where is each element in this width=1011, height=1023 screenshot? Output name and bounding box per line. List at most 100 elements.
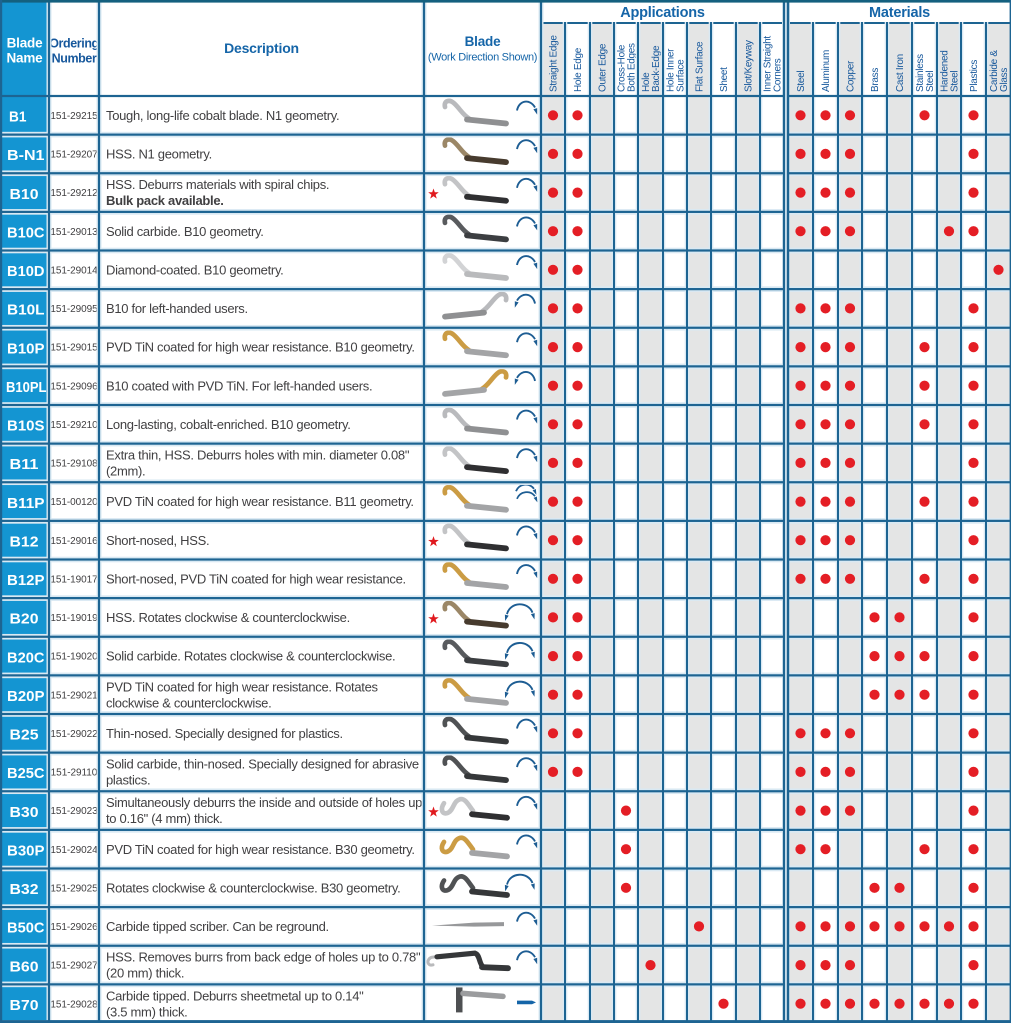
svg-text:Stainless: Stainless <box>915 54 926 92</box>
svg-text:B10P: B10P <box>7 340 45 357</box>
svg-text:Copper: Copper <box>846 60 857 92</box>
svg-text:B11P: B11P <box>7 495 45 512</box>
svg-text:B1: B1 <box>9 109 27 126</box>
svg-text:B10L: B10L <box>7 302 45 319</box>
svg-text:Cast Iron: Cast Iron <box>895 54 906 92</box>
svg-text:Both Edges: Both Edges <box>627 43 638 92</box>
svg-text:151-29207: 151-29207 <box>50 150 98 161</box>
svg-text:Steel: Steel <box>796 71 807 92</box>
svg-text:Glass: Glass <box>999 68 1010 92</box>
svg-text:B70: B70 <box>10 997 39 1014</box>
svg-text:B10S: B10S <box>7 418 45 435</box>
svg-text:B60: B60 <box>10 958 39 975</box>
svg-text:HSS. Deburrs materials with sp: HSS. Deburrs materials with spiral chips… <box>106 177 329 192</box>
svg-text:Sheet: Sheet <box>719 67 730 92</box>
svg-text:B10PL: B10PL <box>6 379 47 396</box>
svg-text:B20: B20 <box>10 611 39 628</box>
svg-text:Solid carbide, thin-nosed. Spe: Solid carbide, thin-nosed. Specially des… <box>106 757 419 772</box>
svg-text:Diamond-coated. B10 geometry.: Diamond-coated. B10 geometry. <box>106 262 284 277</box>
svg-text:151-29023: 151-29023 <box>50 806 98 817</box>
svg-text:Materials: Materials <box>869 5 930 21</box>
svg-text:151-19019: 151-19019 <box>50 613 98 624</box>
svg-text:Description: Description <box>224 40 299 56</box>
svg-text:151-29212: 151-29212 <box>50 188 98 199</box>
svg-text:B-N1: B-N1 <box>7 147 45 164</box>
svg-text:151-29215: 151-29215 <box>50 111 98 122</box>
svg-text:Outer Edge: Outer Edge <box>598 43 609 92</box>
svg-text:151-29014: 151-29014 <box>50 265 98 276</box>
svg-text:(2mm).: (2mm). <box>106 464 145 479</box>
svg-text:Plastics: Plastics <box>969 60 980 92</box>
svg-text:Short-nosed, PVD TiN coated fo: Short-nosed, PVD TiN coated for high wea… <box>106 571 406 586</box>
svg-text:B50C: B50C <box>7 920 45 937</box>
svg-text:B10 coated with PVD TiN. For l: B10 coated with PVD TiN. For left-handed… <box>106 378 372 393</box>
svg-text:151-29110: 151-29110 <box>51 768 98 779</box>
svg-text:Corners: Corners <box>773 58 784 92</box>
svg-text:Hardened: Hardened <box>939 50 950 92</box>
svg-text:(Work Direction Shown): (Work Direction Shown) <box>428 52 537 64</box>
svg-text:HSS. N1 geometry.: HSS. N1 geometry. <box>106 147 212 162</box>
svg-text:Straight Edge: Straight Edge <box>549 35 560 92</box>
svg-text:151-29096: 151-29096 <box>50 381 98 392</box>
svg-text:Ordering: Ordering <box>49 37 99 51</box>
svg-text:Name: Name <box>7 51 44 66</box>
svg-text:Steel: Steel <box>925 71 936 92</box>
svg-text:Applications: Applications <box>620 5 705 21</box>
svg-text:Tough, long-life cobalt blade.: Tough, long-life cobalt blade. N1 geomet… <box>106 108 339 123</box>
svg-text:Bulk pack available.: Bulk pack available. <box>106 193 224 208</box>
svg-text:Surface: Surface <box>676 59 687 92</box>
svg-text:151-29026: 151-29026 <box>50 922 98 933</box>
svg-text:B25: B25 <box>10 727 39 744</box>
svg-text:Hole Edge: Hole Edge <box>573 47 584 92</box>
svg-text:151-29013: 151-29013 <box>50 227 98 238</box>
svg-text:Inner Straight: Inner Straight <box>762 36 773 92</box>
svg-text:Short-nosed, HSS.: Short-nosed, HSS. <box>106 533 209 548</box>
svg-text:plastics.: plastics. <box>106 773 150 788</box>
svg-text:Simultaneously deburrs the ins: Simultaneously deburrs the inside and ou… <box>106 795 422 810</box>
svg-text:Slot/Keyway: Slot/Keyway <box>744 40 755 92</box>
svg-text:Carbide tipped. Deburrs sheetm: Carbide tipped. Deburrs sheetmetal up to… <box>106 988 364 1003</box>
svg-text:B12P: B12P <box>7 572 45 589</box>
svg-text:Extra thin, HSS. Deburrs holes: Extra thin, HSS. Deburrs holes with min.… <box>106 448 410 463</box>
svg-text:B11: B11 <box>10 456 39 473</box>
svg-text:151-29024: 151-29024 <box>50 845 98 856</box>
svg-text:151-29021: 151-29021 <box>50 690 98 701</box>
svg-text:B20C: B20C <box>7 649 45 666</box>
svg-text:151-29015: 151-29015 <box>50 343 98 354</box>
svg-text:Hole Inner: Hole Inner <box>665 48 676 92</box>
svg-text:Thin-nosed. Specially designed: Thin-nosed. Specially designed for plast… <box>106 726 343 741</box>
svg-text:Steel: Steel <box>950 71 961 92</box>
svg-text:151-29210: 151-29210 <box>50 420 98 431</box>
svg-text:PVD TiN coated for high wear r: PVD TiN coated for high wear resistance.… <box>106 340 415 355</box>
svg-text:HSS. Rotates clockwise & count: HSS. Rotates clockwise & counterclockwis… <box>106 610 350 625</box>
svg-text:151-19017: 151-19017 <box>50 574 98 585</box>
svg-text:to 0.16" (4 mm) thick.: to 0.16" (4 mm) thick. <box>106 811 223 826</box>
svg-text:Blade: Blade <box>7 36 43 51</box>
svg-text:Blade: Blade <box>465 34 501 49</box>
svg-text:151-29108: 151-29108 <box>50 459 98 470</box>
svg-text:Rotates clockwise & counterclo: Rotates clockwise & counterclockwise. B3… <box>106 880 400 895</box>
svg-text:Long-lasting, cobalt-enriched.: Long-lasting, cobalt-enriched. B10 geome… <box>106 417 351 432</box>
svg-text:B25C: B25C <box>7 765 45 782</box>
svg-text:B30P: B30P <box>7 843 45 860</box>
svg-text:Cross-Hole: Cross-Hole <box>616 44 627 92</box>
svg-text:B20P: B20P <box>7 688 45 705</box>
svg-text:151-29028: 151-29028 <box>50 999 98 1010</box>
svg-text:Solid carbide. Rotates clockwi: Solid carbide. Rotates clockwise & count… <box>106 649 395 664</box>
svg-text:B10C: B10C <box>7 225 45 242</box>
svg-text:PVD TiN coated for high wear r: PVD TiN coated for high wear resistance.… <box>106 494 414 509</box>
svg-text:Solid carbide. B10 geometry.: Solid carbide. B10 geometry. <box>106 224 264 239</box>
svg-text:HSS. Removes burrs from back e: HSS. Removes burrs from back edge of hol… <box>106 950 421 965</box>
svg-text:151-29027: 151-29027 <box>50 961 98 972</box>
svg-text:(20 mm) thick.: (20 mm) thick. <box>106 966 184 981</box>
svg-text:151-00120: 151-00120 <box>50 497 98 508</box>
svg-text:B10: B10 <box>10 186 39 203</box>
svg-text:151-29095: 151-29095 <box>50 304 98 315</box>
svg-text:Aluminum: Aluminum <box>821 50 832 92</box>
svg-text:(3.5 mm) thick.: (3.5 mm) thick. <box>106 1004 187 1019</box>
svg-text:Number: Number <box>52 52 97 66</box>
svg-text:clockwise & counterclockwise.: clockwise & counterclockwise. <box>106 695 271 710</box>
svg-text:B32: B32 <box>10 881 39 898</box>
svg-text:PVD TiN coated for high wear r: PVD TiN coated for high wear resistance.… <box>106 842 415 857</box>
svg-text:Brass: Brass <box>870 68 881 92</box>
